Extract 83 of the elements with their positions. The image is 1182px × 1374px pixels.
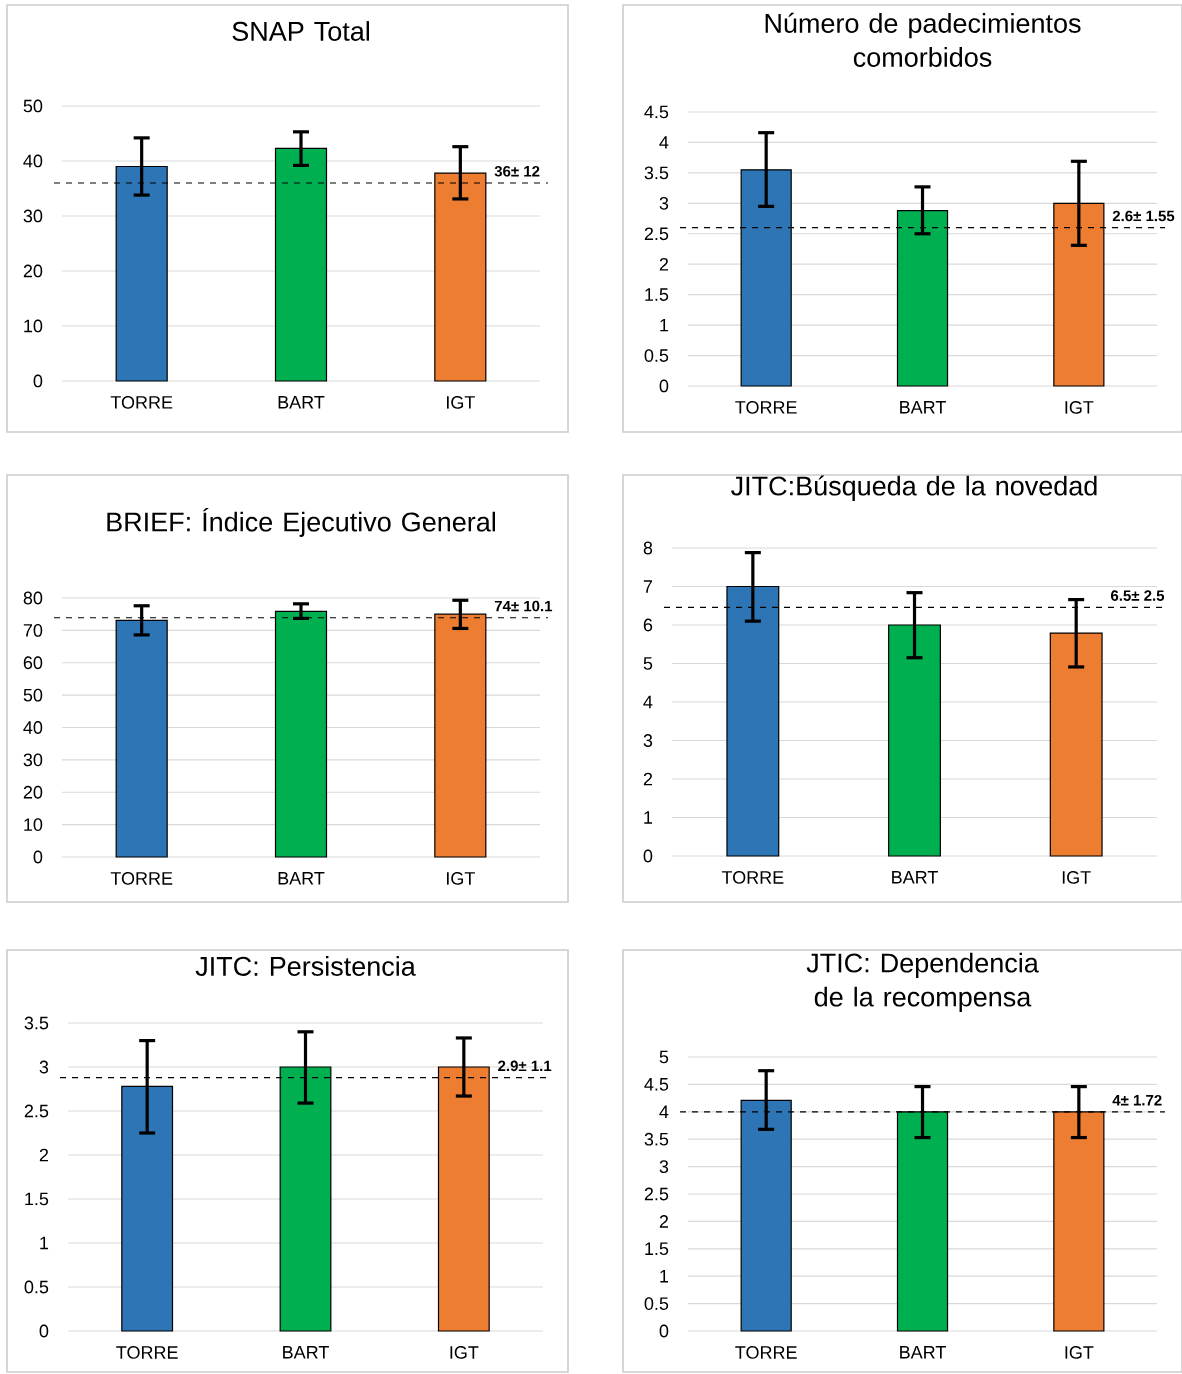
y-tick-label: 2.5 bbox=[644, 1187, 669, 1201]
ref-line-label: 2.9± 1.1 bbox=[498, 1060, 552, 1072]
ref-line-label: 74± 10.1 bbox=[494, 600, 553, 612]
ref-line-label: 6.5± 2.5 bbox=[1111, 590, 1165, 601]
y-tick-label: 30 bbox=[23, 209, 43, 223]
y-tick-label: 3 bbox=[643, 734, 653, 747]
x-tick-label: TORRE bbox=[110, 872, 173, 885]
y-tick-label: 70 bbox=[23, 624, 43, 637]
y-tick-label: 0 bbox=[33, 850, 43, 864]
y-tick-label: 1 bbox=[660, 1270, 669, 1283]
y-tick-label: 6 bbox=[643, 618, 653, 632]
y-tick-label: 4 bbox=[659, 1105, 669, 1118]
x-tick-label: BART bbox=[278, 872, 325, 885]
y-tick-label: 0 bbox=[659, 379, 669, 393]
y-tick-label: 30 bbox=[23, 753, 43, 767]
x-tick-label: TORRE bbox=[735, 1346, 797, 1359]
y-tick-label: 40 bbox=[23, 721, 43, 734]
chart-title: BRIEF: Índice Ejecutivo General bbox=[107, 507, 495, 537]
x-tick-label: BART bbox=[900, 401, 946, 414]
chart-title: JITC: Persistencia bbox=[195, 956, 416, 976]
y-tick-label: 8 bbox=[643, 541, 653, 555]
y-tick-label: 4.5 bbox=[644, 1078, 669, 1091]
x-tick-label: IGT bbox=[1065, 401, 1094, 414]
x-tick-label: TORRE bbox=[116, 1346, 178, 1359]
y-tick-label: 5 bbox=[643, 657, 653, 670]
y-tick-label: 1 bbox=[660, 318, 669, 332]
y-tick-label: 3 bbox=[659, 1160, 669, 1173]
y-tick-label: 7 bbox=[643, 580, 653, 593]
chart-title: SNAP Total bbox=[232, 21, 369, 41]
chart-title: Número de padecimientos comorbidos bbox=[765, 12, 1081, 67]
y-tick-label: 80 bbox=[23, 591, 43, 605]
y-tick-label: 1.5 bbox=[645, 1242, 669, 1256]
x-tick-label: IGT bbox=[1062, 871, 1091, 884]
y-tick-label: 3.5 bbox=[24, 1016, 49, 1030]
y-tick-label: 3.5 bbox=[644, 1132, 669, 1146]
y-tick-label: 2 bbox=[643, 772, 653, 786]
y-tick-label: 0 bbox=[643, 849, 653, 863]
y-tick-label: 40 bbox=[23, 154, 43, 168]
x-tick-label: TORRE bbox=[735, 401, 797, 414]
y-tick-label: 20 bbox=[23, 264, 43, 278]
y-tick-label: 60 bbox=[23, 656, 43, 670]
y-tick-label: 0 bbox=[33, 374, 43, 388]
x-tick-label: BART bbox=[278, 396, 325, 409]
y-tick-label: 10 bbox=[24, 818, 43, 831]
y-tick-label: 1 bbox=[40, 1236, 49, 1250]
y-tick-label: 50 bbox=[23, 688, 43, 702]
y-tick-label: 2 bbox=[39, 1148, 49, 1162]
y-tick-label: 0.5 bbox=[644, 349, 669, 362]
y-tick-label: 1 bbox=[644, 811, 653, 824]
y-tick-label: 2 bbox=[659, 257, 669, 271]
chart-title: JITC:Búsqueda de la novedad bbox=[731, 475, 1097, 501]
y-tick-label: 10 bbox=[24, 319, 43, 333]
y-tick-label: 0 bbox=[659, 1324, 669, 1338]
y-tick-label: 0.5 bbox=[24, 1280, 49, 1294]
y-tick-label: 0 bbox=[39, 1324, 49, 1338]
y-tick-label: 3 bbox=[39, 1060, 49, 1074]
x-tick-label: BART bbox=[900, 1346, 946, 1359]
y-tick-label: 50 bbox=[23, 99, 43, 113]
y-tick-label: 4 bbox=[643, 695, 653, 709]
y-tick-label: 3 bbox=[659, 196, 669, 210]
x-tick-label: BART bbox=[283, 1346, 329, 1359]
y-tick-label: 1.5 bbox=[25, 1192, 49, 1206]
x-tick-label: IGT bbox=[447, 396, 475, 409]
y-tick-label: 2 bbox=[659, 1215, 669, 1228]
y-tick-label: 2.5 bbox=[644, 227, 669, 241]
chart-title: JTIC: Dependencia de la recompensa bbox=[806, 952, 1039, 1012]
y-tick-label: 3.5 bbox=[644, 166, 669, 180]
y-tick-label: 4 bbox=[659, 136, 669, 149]
y-tick-label: 2.5 bbox=[24, 1104, 49, 1118]
x-tick-label: BART bbox=[892, 871, 938, 884]
x-tick-label: IGT bbox=[450, 1346, 479, 1359]
y-tick-label: 1.5 bbox=[645, 288, 669, 301]
x-tick-label: IGT bbox=[1065, 1346, 1094, 1359]
y-tick-label: 5 bbox=[659, 1050, 669, 1064]
ref-line-label: 36± 12 bbox=[494, 165, 540, 177]
x-tick-label: TORRE bbox=[110, 396, 173, 409]
y-tick-label: 0.5 bbox=[644, 1297, 669, 1310]
y-tick-label: 4.5 bbox=[644, 105, 669, 119]
y-tick-label: 20 bbox=[23, 785, 43, 799]
ref-line-label: 2.6± 1.55 bbox=[1112, 210, 1175, 222]
x-tick-label: TORRE bbox=[721, 871, 784, 884]
ref-line-label: 4± 1.72 bbox=[1112, 1094, 1162, 1106]
x-tick-label: IGT bbox=[447, 872, 475, 885]
